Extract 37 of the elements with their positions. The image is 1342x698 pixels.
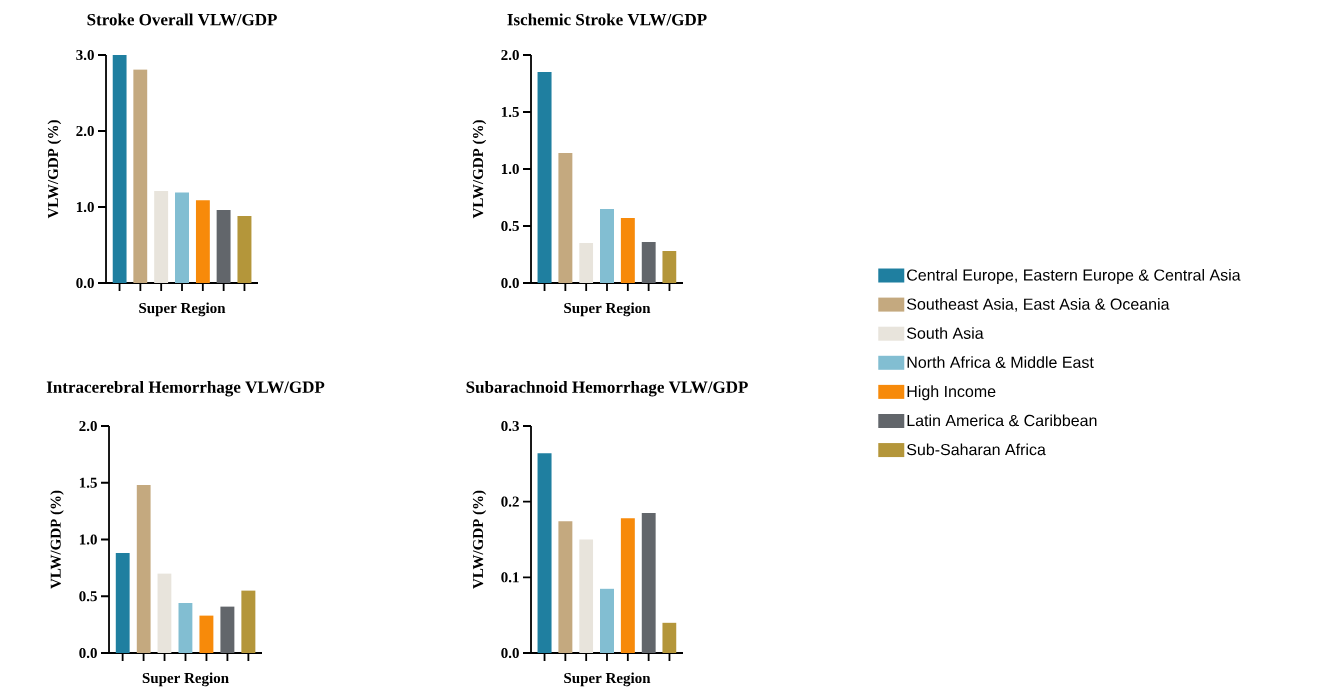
y-tick-label: 0.2 (501, 496, 519, 507)
y-tick-label: 1.5 (79, 477, 97, 488)
legend-label: North Africa & Middle East (907, 356, 1094, 368)
y-tick-label: 0.1 (501, 572, 519, 583)
legend-label: Latin America & Caribbean (907, 414, 1097, 427)
chart-title: Ischemic Stroke VLW/GDP (507, 13, 707, 26)
y-tick-label: 0.0 (501, 647, 519, 659)
y-tick-label: 0.3 (501, 420, 519, 432)
y-tick-label: 0.0 (79, 647, 97, 659)
y-axis-title: VLW/GDP (%) (50, 490, 64, 589)
y-tick-label: 0.0 (76, 277, 94, 289)
legend-label: Southeast Asia, East Asia & Oceania (907, 298, 1170, 312)
y-axis-title: VLW/GDP (%) (472, 120, 487, 219)
x-axis-title: Super Region (139, 302, 226, 317)
x-axis-title: Super Region (142, 672, 229, 687)
y-tick-label: 2.0 (76, 125, 94, 137)
y-tick-label: 3.0 (76, 49, 94, 61)
legend-label: High Income (907, 385, 996, 401)
y-tick-label: 0.0 (501, 277, 519, 289)
legend-label: Central Europe, Eastern Europe & Central Asia (907, 268, 1241, 284)
legend-label: Sub-Saharan Africa (907, 443, 1046, 456)
chart-title: Intracerebral Hemorrhage VLW/GDP (46, 380, 325, 397)
y-tick-label: 1.0 (79, 534, 97, 545)
y-tick-label: 1.5 (501, 106, 519, 118)
y-tick-label: 0.5 (79, 591, 97, 602)
legend-label: South Asia (907, 327, 984, 339)
y-tick-label: 0.5 (501, 220, 519, 232)
chart-title: Subarachnoid Hemorrhage VLW/GDP (466, 380, 748, 397)
y-axis-title: VLW/GDP (%) (472, 490, 487, 589)
y-tick-label: 1.0 (501, 163, 519, 175)
y-tick-label: 2.0 (79, 420, 97, 432)
x-axis-title: Super Region (564, 672, 651, 687)
y-tick-label: 1.0 (76, 201, 94, 213)
x-axis-title: Super Region (564, 302, 651, 317)
chart-title: Stroke Overall VLW/GDP (87, 13, 277, 26)
y-axis-title: VLW/GDP (%) (47, 120, 62, 219)
y-tick-label: 2.0 (501, 49, 519, 61)
